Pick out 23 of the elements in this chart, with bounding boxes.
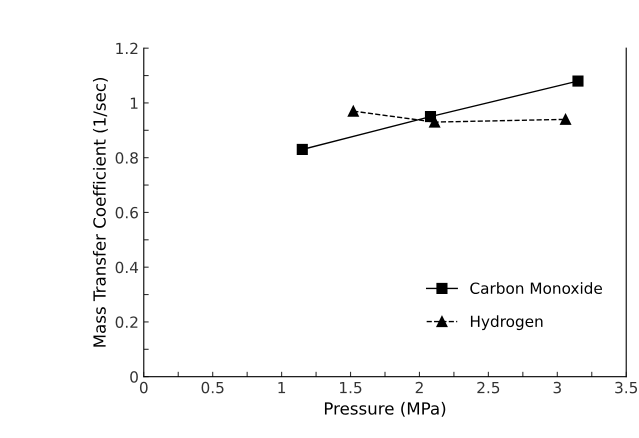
- x-tick-label: 2.5: [477, 382, 500, 394]
- y-tick-label: 1.2: [116, 42, 138, 54]
- y-tick-label: 0.8: [116, 152, 138, 164]
- x-tick-label: 2: [416, 382, 423, 394]
- y-axis-title: Mass Transfer Coefficient (1/sec): [92, 78, 108, 347]
- y-tick-label: 0.6: [116, 206, 138, 218]
- x-tick-label: 3.5: [615, 382, 638, 394]
- legend-label: Hydrogen: [470, 315, 542, 330]
- legend-label: Carbon Monoxide: [470, 282, 602, 294]
- x-tick-label: 1.5: [340, 382, 362, 394]
- point: [560, 114, 572, 125]
- y-tick-label: 0: [130, 371, 138, 383]
- x-axis-title: Pressure (MPa): [324, 402, 446, 417]
- point: [572, 75, 584, 87]
- point: [296, 144, 308, 156]
- x-tick-label: 1: [278, 382, 286, 394]
- x-tick-label: 3: [554, 382, 561, 394]
- y-tick-label: 0.2: [116, 316, 138, 328]
- x-tick-label: 0.5: [202, 382, 224, 394]
- x-tick-label: 0: [140, 382, 148, 394]
- point: [348, 106, 359, 117]
- y-tick-label: 1: [130, 98, 138, 109]
- y-tick-label: 0.4: [116, 262, 138, 274]
